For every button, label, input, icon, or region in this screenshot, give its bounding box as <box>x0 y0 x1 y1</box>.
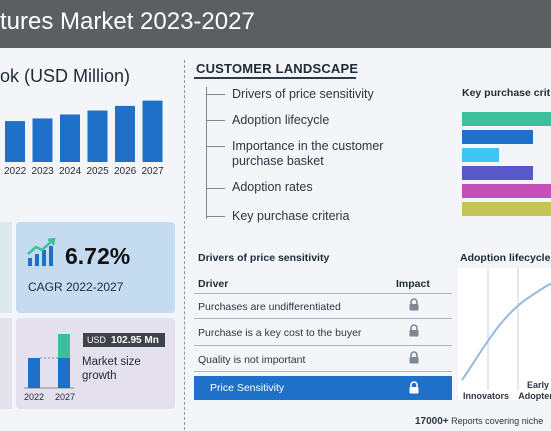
title-underline <box>194 77 356 79</box>
footer-text: Reports covering niche <box>448 416 544 426</box>
table-divider <box>194 371 452 372</box>
outlook-bar-chart <box>5 100 163 162</box>
tree-branch <box>207 120 225 121</box>
key-purchase-title: Key purchase crit <box>462 87 551 99</box>
table-divider <box>194 293 452 294</box>
key-purchase-bar <box>462 130 534 144</box>
outlook-bar <box>5 121 25 162</box>
outlook-year-label: 2022 <box>4 166 27 177</box>
page-title: tures Market 2023-2027 <box>0 8 255 35</box>
report-count: 17000+ <box>415 416 449 427</box>
key-purchase-bar <box>462 112 551 126</box>
growth-chart-icon <box>27 238 56 266</box>
column-header-driver: Driver <box>198 278 229 290</box>
tree-branch <box>207 146 225 147</box>
column-header-impact: Impact <box>396 278 430 290</box>
outlook-bar <box>115 105 135 162</box>
table-divider <box>194 345 452 346</box>
customer-item-purchase-basket[interactable]: Importance in the customer purchase bask… <box>232 139 384 168</box>
outlook-year-label: 2027 <box>141 166 164 177</box>
key-purchase-bar <box>462 148 500 162</box>
increment-badge: USD 102.95 Mn <box>83 333 165 347</box>
tree-branch <box>207 94 225 95</box>
outlook-bar <box>60 114 80 162</box>
outlook-year-label: 2026 <box>114 166 137 177</box>
market-growth-label: Market size growth <box>82 356 141 382</box>
outlook-year-label: 2025 <box>86 166 109 177</box>
growth-bars-graphic <box>24 334 74 389</box>
adoption-title: Adoption lifecycle <box>460 252 551 264</box>
tree-branch <box>207 216 225 217</box>
stage-innovators: Innovators <box>462 391 509 401</box>
key-purchase-bar <box>462 166 534 180</box>
card-edge <box>0 318 12 409</box>
badge-prefix: USD <box>87 335 107 345</box>
cagr-value: 6.72% <box>65 243 131 269</box>
table-row: Purchase is a key cost to the buyer <box>198 327 362 339</box>
tree-connector <box>206 87 207 219</box>
cagr-label: CAGR 2022-2027 <box>28 280 124 294</box>
customer-landscape-title: CUSTOMER LANDSCAPE <box>196 61 359 76</box>
key-purchase-bar <box>462 184 551 198</box>
customer-item-adoption-lifecycle[interactable]: Adoption lifecycle <box>232 113 330 127</box>
outlook-year-label: 2023 <box>31 166 54 177</box>
table-row: Purchases are undifferentiated <box>198 301 341 313</box>
adoption-chart <box>458 268 551 400</box>
outlook-bar <box>87 110 108 162</box>
outlook-bar <box>32 118 53 162</box>
outlook-bar <box>142 100 163 162</box>
outlook-year-label: 2024 <box>59 166 82 177</box>
customer-item-drivers[interactable]: Drivers of price sensitivity <box>232 87 374 101</box>
lock-icon <box>409 298 419 311</box>
header-bar <box>0 0 551 48</box>
stage-early-adopters: Early Adopters <box>518 380 551 401</box>
key-purchase-bar <box>462 202 551 216</box>
table-row: Quality is not important <box>198 354 306 366</box>
customer-item-adoption-rates[interactable]: Adoption rates <box>232 180 313 194</box>
price-sensitivity-label: Price Sensitivity <box>210 382 285 394</box>
growth-year-end: 2027 <box>55 392 76 402</box>
lock-icon <box>409 324 419 337</box>
card-edge <box>0 222 12 313</box>
cagr-card <box>16 222 175 313</box>
price-sensitivity-row[interactable] <box>194 376 452 400</box>
outlook-title: ok (USD Million) <box>0 66 131 86</box>
adoption-curve <box>461 268 551 390</box>
section-divider <box>184 60 185 430</box>
lock-icon <box>409 381 419 394</box>
table-divider <box>194 318 452 319</box>
lock-icon <box>409 351 419 364</box>
growth-year-start: 2022 <box>24 392 45 402</box>
drivers-title: Drivers of price sensitivity <box>198 252 330 264</box>
customer-item-purchase-criteria[interactable]: Key purchase criteria <box>232 209 350 223</box>
badge-value: 102.95 Mn <box>111 335 159 346</box>
footer-note: 17000+ Reports covering niche <box>415 416 543 427</box>
tree-branch <box>207 188 225 189</box>
